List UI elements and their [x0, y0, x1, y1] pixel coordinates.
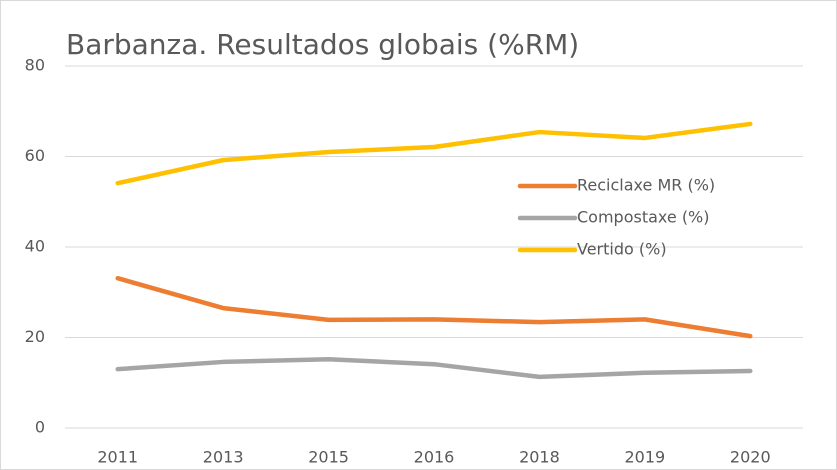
x-tick-label: 2013: [203, 448, 244, 467]
x-tick-label: 2016: [414, 448, 455, 467]
line-series: [115, 275, 753, 339]
x-tick-label: 2011: [97, 448, 138, 467]
x-tick-label: 2020: [730, 448, 771, 467]
legend-label: Reciclaxe MR (%): [577, 176, 715, 195]
chart-title: Barbanza. Resultados globais (%RM): [66, 28, 579, 61]
line-series: [115, 356, 753, 380]
x-tick-label: 2019: [624, 448, 665, 467]
y-tick-label: 20: [25, 327, 45, 346]
y-tick-label: 0: [35, 418, 45, 437]
y-tick-label: 80: [25, 56, 45, 75]
legend-label: Compostaxe (%): [577, 208, 710, 227]
legend-label: Vertido (%): [577, 240, 667, 259]
x-tick-label: 2018: [519, 448, 560, 467]
y-tick-label: 40: [25, 237, 45, 256]
line-series: [115, 121, 753, 186]
y-tick-label: 60: [25, 146, 45, 165]
x-tick-label: 2015: [308, 448, 349, 467]
